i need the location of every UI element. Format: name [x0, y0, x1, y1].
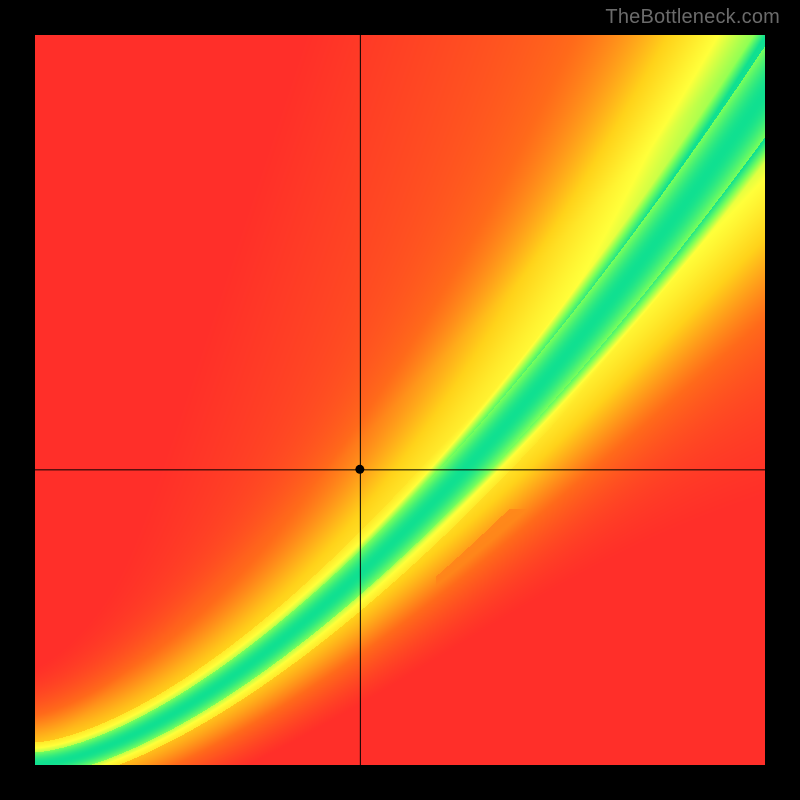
heatmap-canvas: [35, 35, 765, 765]
watermark-text: TheBottleneck.com: [605, 6, 780, 29]
chart-container: TheBottleneck.com: [0, 0, 800, 800]
